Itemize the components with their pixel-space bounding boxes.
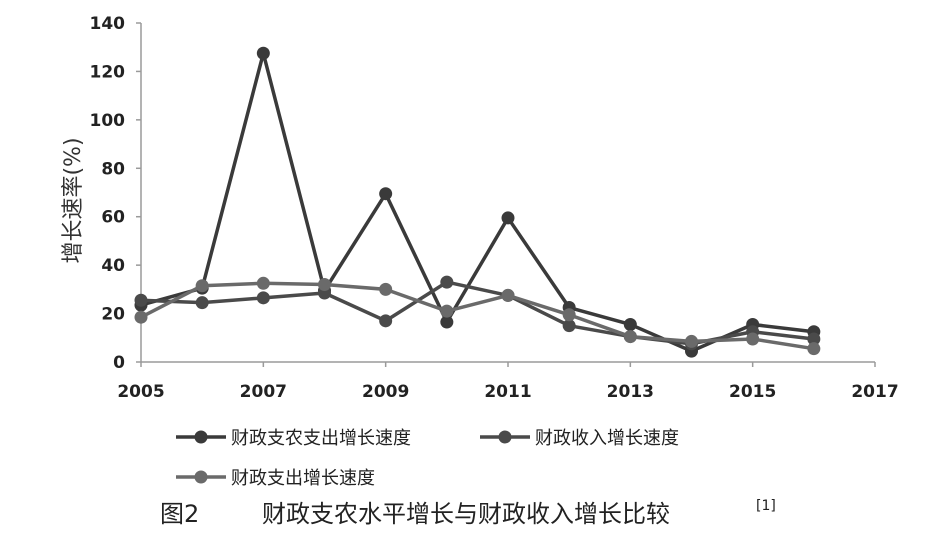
- caption: 图2 财政支农水平增长与财政收入增长比较 [1]: [160, 498, 776, 528]
- caption-reference: [1]: [756, 498, 776, 514]
- data-point: [562, 308, 576, 322]
- legend-item: 财政收入增长速度: [480, 428, 679, 449]
- data-point: [562, 319, 576, 333]
- data-point: [134, 293, 148, 307]
- data-point: [256, 291, 270, 305]
- series-3: [134, 276, 821, 356]
- series-layer: [134, 46, 821, 358]
- data-point: [501, 288, 515, 302]
- legend-item: 财政支出增长速度: [176, 468, 375, 489]
- data-point: [440, 304, 454, 318]
- y-tick-label: 0: [113, 353, 125, 373]
- legend-item: 财政支农支出增长速度: [176, 428, 411, 449]
- data-point: [256, 46, 270, 60]
- y-tick-label: 100: [90, 111, 126, 131]
- caption-title: 财政支农水平增长与财政收入增长比较: [262, 500, 670, 528]
- data-point: [256, 276, 270, 290]
- x-tick-label: 2013: [607, 382, 654, 402]
- x-tick-label: 2009: [362, 382, 409, 402]
- y-axis-title: 增长速率(%): [61, 137, 86, 263]
- y-tick-label: 120: [90, 62, 126, 82]
- data-point: [746, 332, 760, 346]
- x-tick-label: 2017: [851, 382, 898, 402]
- legend-marker: [498, 430, 512, 444]
- y-tick-label: 60: [101, 208, 125, 228]
- series-line: [140, 51, 815, 353]
- legend-label: 财政支出增长速度: [231, 468, 375, 489]
- x-tick-label: 2015: [729, 382, 776, 402]
- data-point: [379, 282, 393, 296]
- y-tick-label: 40: [101, 256, 125, 276]
- caption-figure-number: 图2: [160, 500, 199, 528]
- data-point: [134, 310, 148, 324]
- data-point: [807, 342, 821, 356]
- y-tick-label: 140: [90, 14, 126, 34]
- legend-marker: [194, 430, 208, 444]
- axes: 0 20 40 60 80 100 120 140 2005 2007 2009 2011 2013 20…: [61, 14, 899, 402]
- series-1: [134, 46, 821, 358]
- data-point: [807, 332, 821, 346]
- y-tick-label: 20: [101, 305, 125, 325]
- series-line: [140, 281, 815, 351]
- data-point: [685, 334, 698, 348]
- data-point: [440, 315, 454, 329]
- data-point: [440, 275, 454, 289]
- data-point: [379, 187, 393, 201]
- y-tick-label: 80: [101, 159, 125, 179]
- data-point: [318, 278, 331, 292]
- legend-label: 财政支农支出增长速度: [231, 428, 411, 449]
- data-point: [379, 314, 393, 328]
- x-tick-label: 2007: [240, 382, 287, 402]
- x-tick-label: 2005: [117, 382, 164, 402]
- data-point: [623, 330, 637, 344]
- data-point: [623, 317, 637, 331]
- data-point: [195, 296, 209, 310]
- legend-marker: [194, 470, 208, 484]
- data-point: [501, 211, 515, 225]
- series-line: [140, 280, 815, 346]
- x-tick-label: 2011: [484, 382, 531, 402]
- data-point: [195, 279, 209, 293]
- legend-label: 财政收入增长速度: [535, 428, 679, 449]
